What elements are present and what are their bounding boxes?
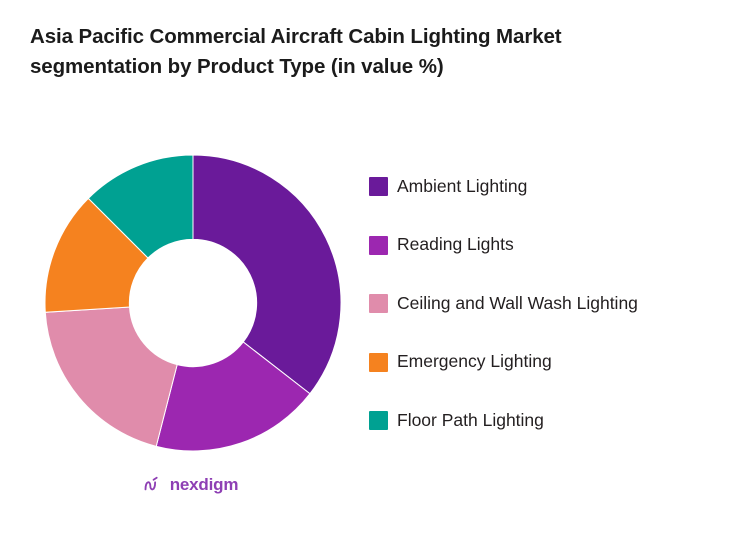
brand-name: nexdigm	[169, 474, 239, 494]
legend-item-ambient-lighting[interactable]: Ambient Lighting	[369, 172, 709, 201]
legend-swatch-floor-path-lighting	[369, 411, 388, 430]
donut-slice-floor-path-lighting[interactable]	[87, 154, 194, 259]
legend-item-floor-path-lighting[interactable]: Floor Path Lighting	[369, 406, 709, 435]
legend-item-emergency-lighting[interactable]: Emergency Lighting	[369, 348, 709, 377]
legend-label-ceiling-and-wall-wash-lighting: Ceiling and Wall Wash Lighting	[397, 292, 638, 313]
donut-slice-group	[44, 154, 342, 452]
donut-slice-ambient-lighting[interactable]	[192, 154, 342, 395]
legend-label-ambient-lighting: Ambient Lighting	[397, 175, 528, 196]
donut-slice-reading-lights[interactable]	[155, 341, 311, 452]
legend-label-floor-path-lighting: Floor Path Lighting	[397, 409, 544, 430]
legend-item-ceiling-and-wall-wash-lighting[interactable]: Ceiling and Wall Wash Lighting	[369, 289, 709, 318]
donut-slice-ceiling-and-wall-wash-lighting[interactable]	[44, 306, 178, 447]
legend-item-reading-lights[interactable]: Reading Lights	[369, 231, 709, 260]
legend-swatch-ceiling-and-wall-wash-lighting	[369, 294, 388, 313]
legend-label-reading-lights: Reading Lights	[397, 234, 514, 255]
chart-legend: Ambient Lighting Reading Lights Ceiling …	[369, 172, 709, 435]
legend-swatch-emergency-lighting	[369, 352, 388, 372]
brand-footer: nexdigm	[0, 474, 380, 495]
legend-label-emergency-lighting: Emergency Lighting	[397, 351, 552, 372]
page-title: Asia Pacific Commercial Aircraft Cabin L…	[30, 25, 562, 78]
legend-swatch-ambient-lighting	[369, 177, 388, 196]
legend-swatch-reading-lights	[369, 235, 388, 255]
donut-chart	[43, 153, 343, 453]
nexdigm-logo-icon	[144, 476, 158, 491]
donut-chart-svg	[44, 154, 342, 452]
